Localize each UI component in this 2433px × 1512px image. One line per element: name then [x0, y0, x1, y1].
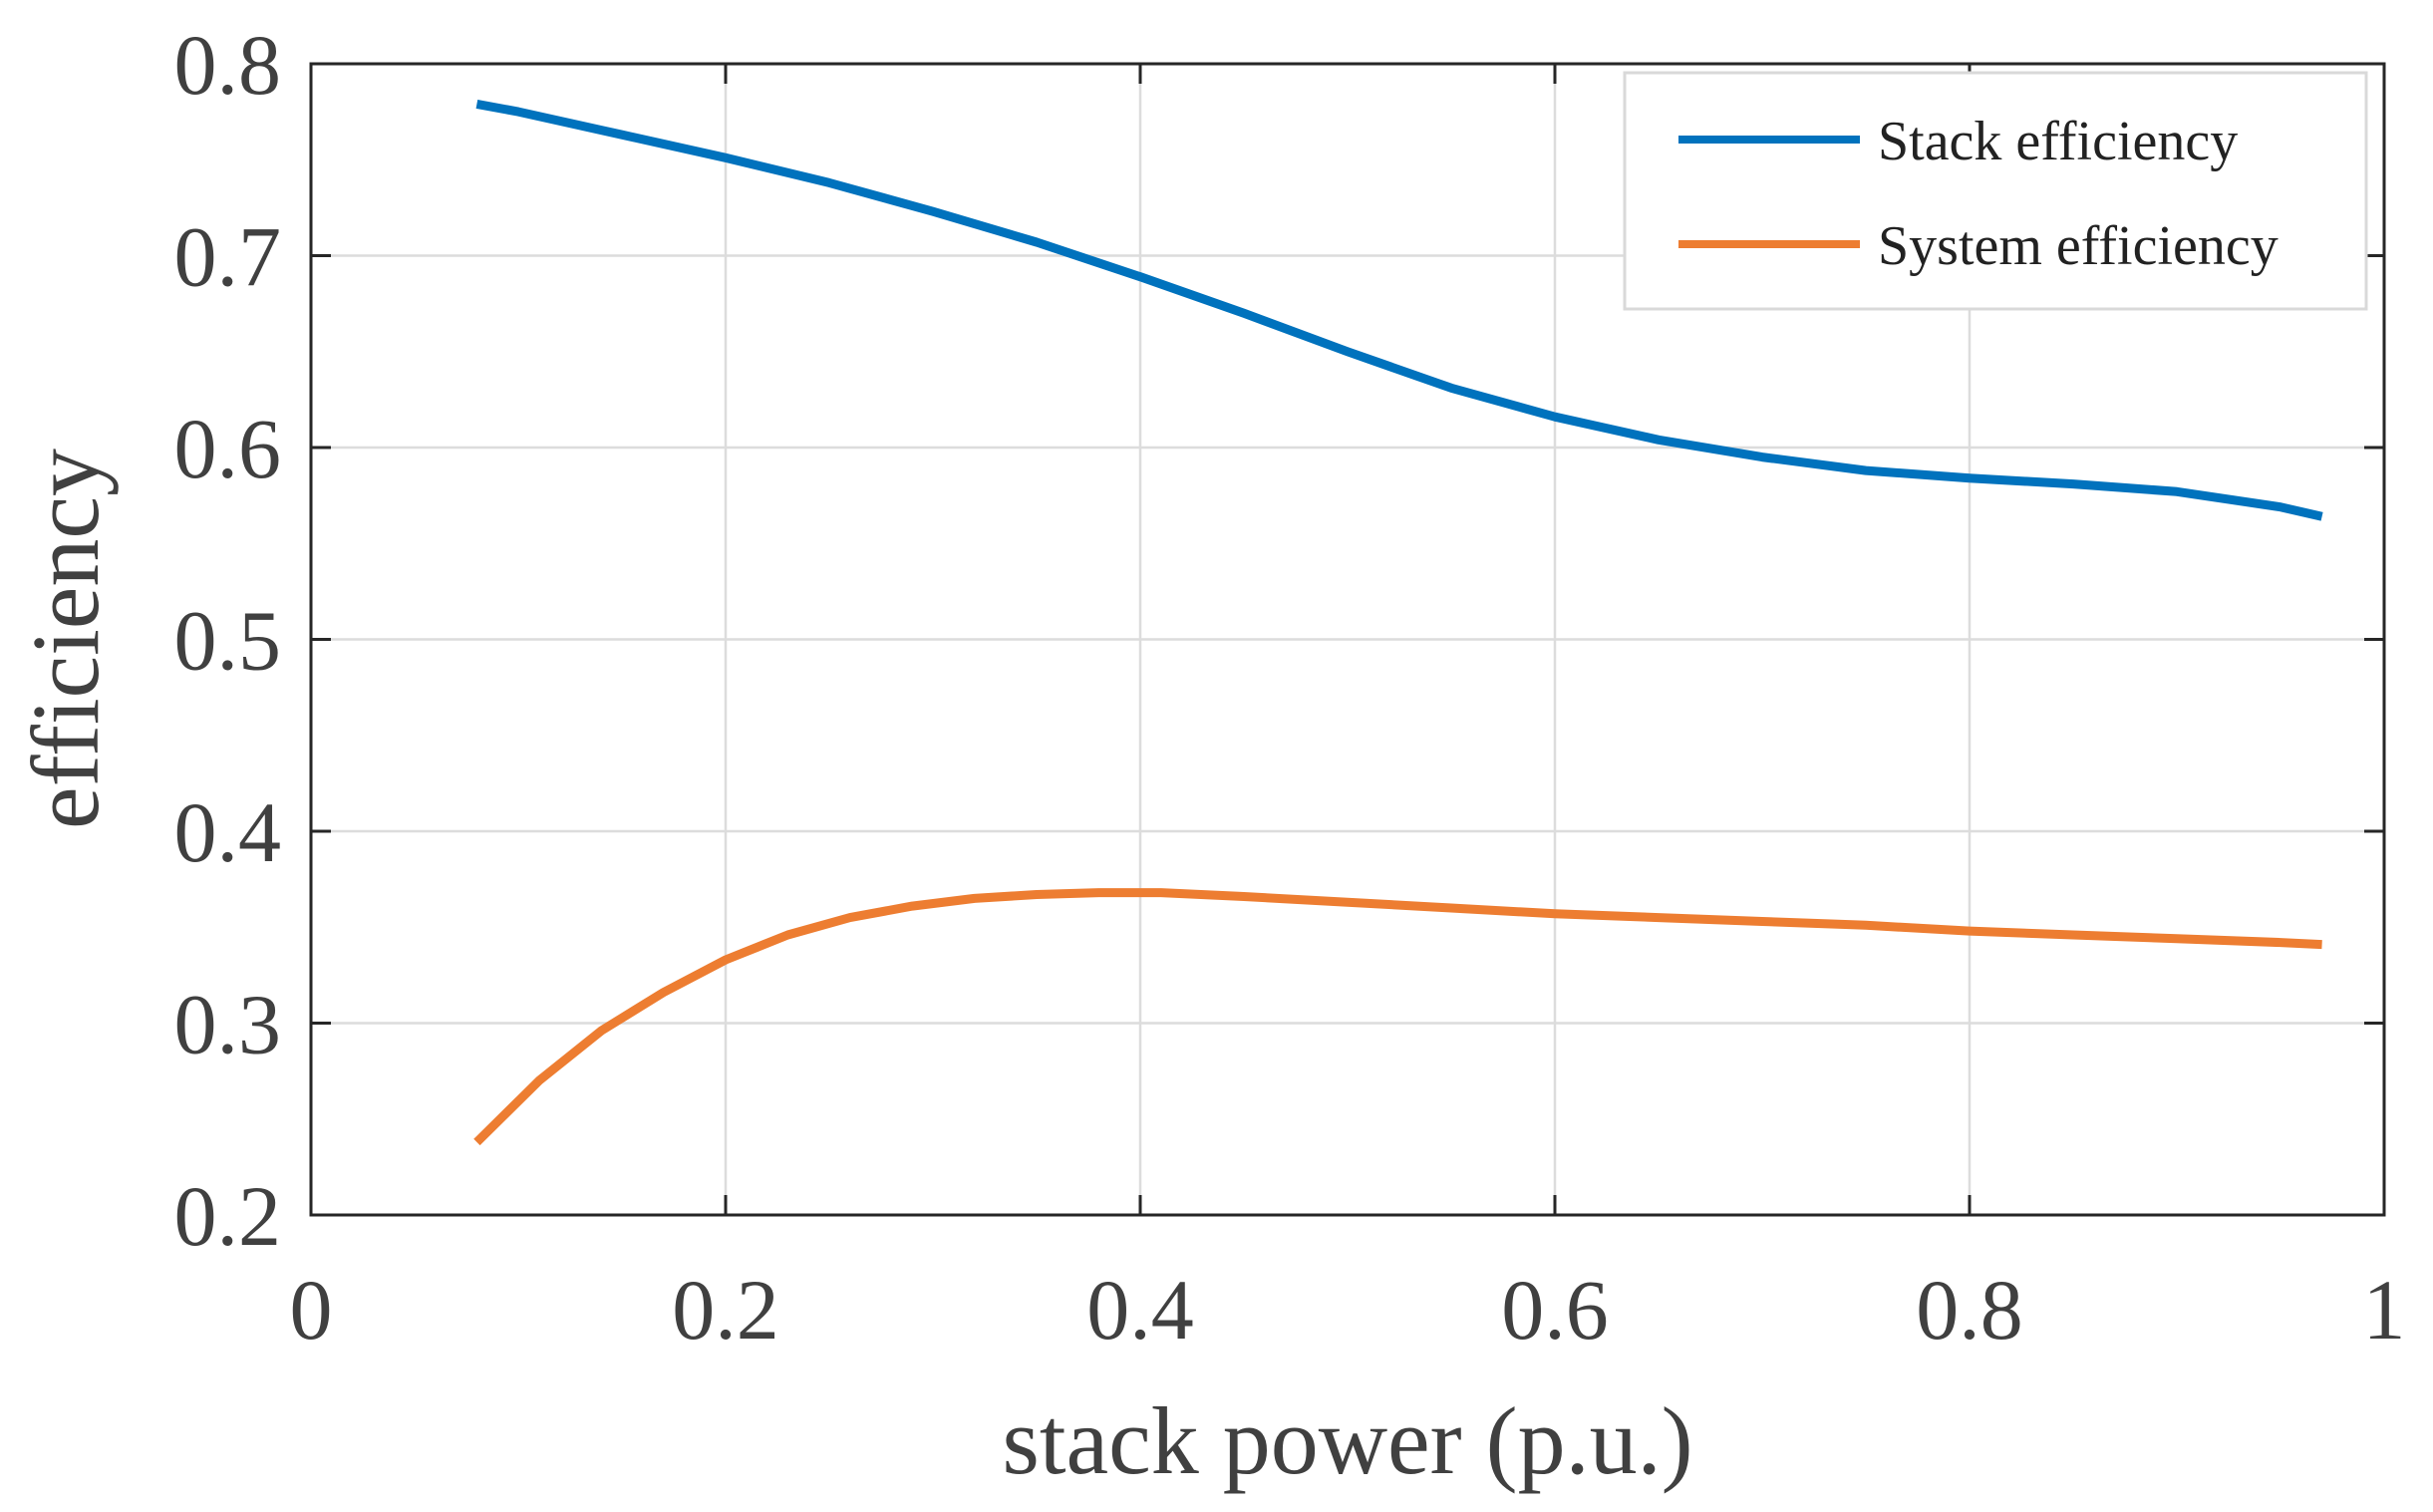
y-tick-label: 0.3	[174, 977, 282, 1072]
series-layer	[473, 99, 2323, 1146]
legend-box	[1623, 71, 2368, 311]
x-tick-label: 0.4	[1086, 1262, 1194, 1358]
tick-marks	[309, 62, 2386, 1217]
y-tick-label: 0.5	[174, 593, 282, 689]
legend-label-system-efficiency: System efficiency	[1878, 215, 2279, 277]
y-tick-label: 0.7	[174, 209, 282, 305]
y-tick-label: 0.2	[174, 1168, 282, 1264]
series-line-stack-efficiency	[475, 99, 2323, 521]
x-tick-label: 1	[2363, 1262, 2406, 1358]
y-tick-label: 0.4	[174, 784, 282, 880]
legend-label-stack-efficiency: Stack efficiency	[1878, 111, 2238, 172]
x-tick-label: 0.8	[1916, 1262, 2023, 1358]
x-tick-label: 0.2	[672, 1262, 779, 1358]
y-tick-label: 0.8	[174, 17, 282, 113]
tick-labels: 0 0.2 0.4 0.6 0.8 10.20.30.40.50.60.70.8	[174, 17, 2406, 1358]
x-axis-label: stack power (p.u.)	[1002, 1387, 1692, 1494]
x-tick-label: 0.6	[1501, 1262, 1609, 1358]
series-line-system-efficiency	[473, 888, 2322, 1146]
y-tick-label: 0.6	[174, 401, 282, 496]
x-tick-label: 0	[290, 1262, 333, 1358]
legend: Stack efficiency System efficiency	[1623, 71, 2368, 311]
y-axis-label: efficiency	[12, 449, 119, 829]
